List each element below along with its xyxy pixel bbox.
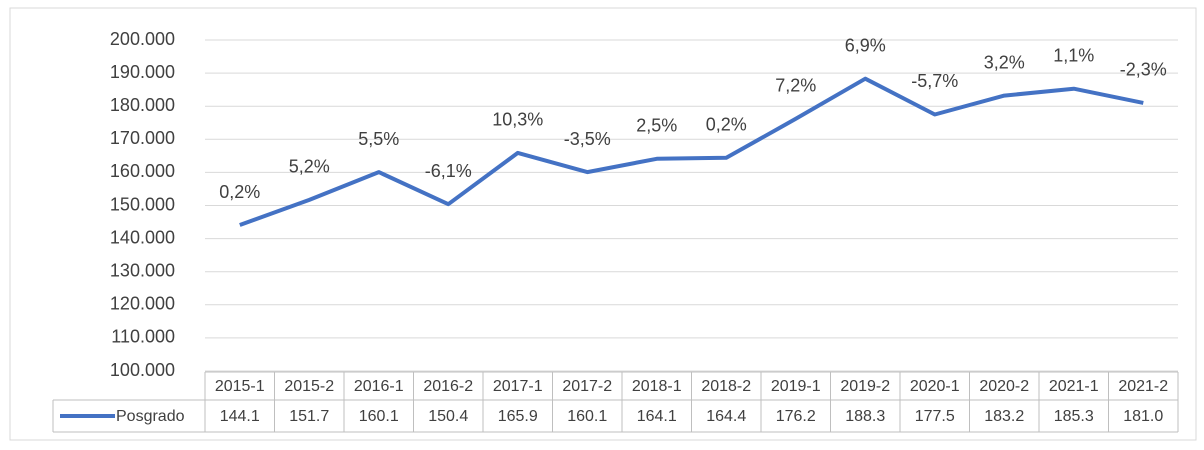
- y-tick-label: 100.000: [110, 360, 175, 380]
- annotation: 0,2%: [219, 182, 260, 202]
- x-tick-label: 2016-1: [354, 378, 404, 395]
- x-tick-label: 2015-1: [215, 378, 265, 395]
- table-value: 185.3: [1054, 408, 1094, 425]
- x-tick-label: 2021-2: [1118, 378, 1168, 395]
- annotation: 2,5%: [636, 116, 677, 136]
- annotation: 5,2%: [289, 157, 330, 177]
- annotation: -2,3%: [1120, 60, 1167, 80]
- x-tick-label: 2017-1: [493, 378, 543, 395]
- table-value: 165.9: [498, 408, 538, 425]
- x-tick-label: 2018-1: [632, 378, 682, 395]
- x-tick-label: 2019-1: [771, 378, 821, 395]
- y-tick-label: 110.000: [111, 327, 175, 347]
- legend-label: Posgrado: [116, 408, 185, 425]
- x-tick-label: 2021-1: [1049, 378, 1099, 395]
- table-value: 160.1: [567, 408, 607, 425]
- y-tick-label: 130.000: [110, 260, 175, 280]
- x-tick-label: 2020-2: [979, 378, 1029, 395]
- y-tick-label: 120.000: [110, 294, 175, 314]
- table-value: 181.0: [1123, 408, 1163, 425]
- x-tick-label: 2016-2: [423, 378, 473, 395]
- annotation: 3,2%: [984, 52, 1025, 72]
- y-tick-label: 140.000: [110, 227, 175, 247]
- y-tick-label: 180.000: [110, 95, 175, 115]
- chart-border: [9, 7, 1197, 441]
- table-value: 160.1: [359, 408, 399, 425]
- x-tick-label: 2017-2: [562, 378, 612, 395]
- series-line: [239, 76, 1144, 227]
- table-value: 177.5: [915, 408, 955, 425]
- x-tick-label: 2019-2: [840, 378, 890, 395]
- annotation: 5,5%: [358, 129, 399, 149]
- annotation: -5,7%: [911, 71, 958, 91]
- table-value: 183.2: [984, 408, 1024, 425]
- table-value: 164.4: [706, 408, 746, 425]
- table-value: 164.1: [637, 408, 677, 425]
- x-tick-label: 2018-2: [701, 378, 751, 395]
- table-value: 188.3: [845, 408, 885, 425]
- y-tick-label: 150.000: [110, 194, 175, 214]
- annotation: -3,5%: [564, 129, 611, 149]
- y-tick-label: 160.000: [110, 161, 175, 181]
- y-tick-label: 190.000: [110, 62, 175, 82]
- table-value: 150.4: [428, 408, 468, 425]
- annotation: 10,3%: [492, 110, 543, 130]
- y-tick-label: 200.000: [110, 29, 175, 49]
- annotation: 7,2%: [775, 76, 816, 96]
- y-tick-label: 170.000: [110, 128, 175, 148]
- x-tick-label: 2020-1: [910, 378, 960, 395]
- annotation: 6,9%: [845, 35, 886, 55]
- x-tick-label: 2015-2: [284, 378, 334, 395]
- table-value: 144.1: [220, 408, 260, 425]
- table-value: 176.2: [776, 408, 816, 425]
- table-value: 151.7: [289, 408, 329, 425]
- annotation: 1,1%: [1053, 45, 1094, 65]
- annotation: -6,1%: [425, 161, 472, 181]
- annotation: 0,2%: [706, 115, 747, 135]
